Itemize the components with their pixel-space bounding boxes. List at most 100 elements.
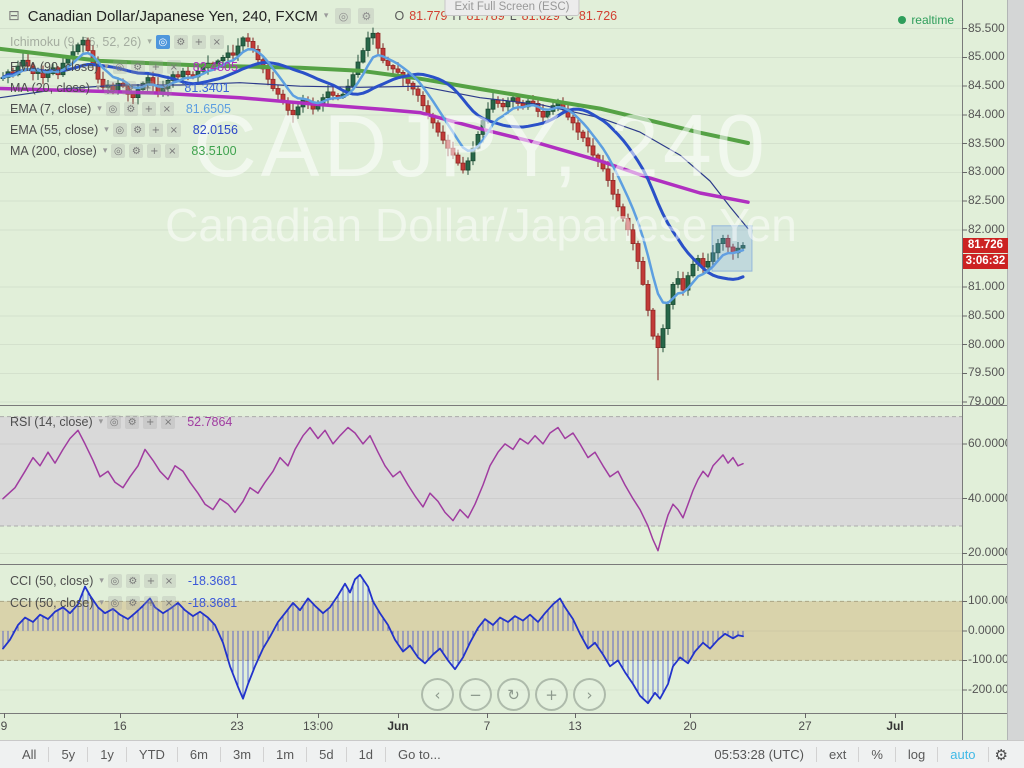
- close-icon[interactable]: ×: [161, 574, 176, 588]
- eye-icon[interactable]: ◎: [335, 8, 352, 24]
- time-axis-label: Jun: [387, 719, 409, 733]
- eye-icon[interactable]: ◎: [111, 144, 126, 158]
- plus-icon[interactable]: +: [143, 415, 158, 429]
- gear-icon[interactable]: ⚙: [129, 144, 144, 158]
- chevron-down-icon[interactable]: ▾: [99, 576, 104, 586]
- plus-icon[interactable]: +: [143, 574, 158, 588]
- realtime-badge: realtime: [898, 13, 954, 27]
- legend-row-cci-1: CCI (50, close) ▾ ◎ ⚙ + × -18.3681: [10, 573, 237, 589]
- divider: [219, 747, 221, 762]
- divider: [937, 747, 939, 762]
- range-1m-button[interactable]: 1m: [276, 747, 295, 762]
- divider: [48, 747, 50, 762]
- eye-icon[interactable]: ◎: [107, 574, 122, 588]
- clock-label[interactable]: 05:53:28 (UTC): [714, 747, 804, 762]
- eye-icon[interactable]: ◎: [112, 123, 127, 137]
- zoom-in-button[interactable]: +: [535, 678, 568, 711]
- plus-icon[interactable]: +: [143, 596, 158, 610]
- plus-icon[interactable]: +: [147, 144, 162, 158]
- range-5d-button[interactable]: 5d: [319, 747, 334, 762]
- collapse-panel-icon[interactable]: ⊟: [8, 8, 20, 24]
- goto-button[interactable]: Go to...: [398, 747, 441, 762]
- low-key: L: [509, 9, 517, 23]
- scroll-left-button[interactable]: ‹: [421, 678, 454, 711]
- gear-icon[interactable]: ⚙: [125, 596, 140, 610]
- time-axis-label: 13:00: [302, 719, 334, 733]
- indicator-label[interactable]: EMA (90, close): [10, 60, 99, 74]
- plus-icon[interactable]: +: [148, 123, 163, 137]
- close-icon[interactable]: ×: [166, 60, 181, 74]
- divider: [125, 747, 127, 762]
- chevron-down-icon[interactable]: ▾: [323, 11, 329, 21]
- plus-icon[interactable]: +: [148, 60, 163, 74]
- close-icon[interactable]: ×: [166, 123, 181, 137]
- range-1y-button[interactable]: 1y: [100, 747, 114, 762]
- indicator-label[interactable]: RSI (14, close): [10, 415, 93, 429]
- chevron-down-icon[interactable]: ▾: [98, 417, 104, 427]
- log-scale-toggle[interactable]: log: [907, 747, 926, 762]
- chevron-down-icon[interactable]: ▾: [97, 104, 102, 114]
- plus-icon[interactable]: +: [191, 35, 206, 49]
- chevron-down-icon[interactable]: ▾: [95, 83, 101, 93]
- close-icon[interactable]: ×: [209, 35, 224, 49]
- settings-gear-icon[interactable]: ⚙: [994, 745, 1008, 764]
- legend-row-ema90: EMA (90, close) ▾ ◎ ⚙ + × 82.4805: [10, 59, 238, 75]
- chevron-down-icon[interactable]: ▾: [104, 62, 109, 72]
- chart-title[interactable]: Canadian Dollar/Japanese Yen, 240, FXCM: [27, 7, 318, 25]
- zoom-out-button[interactable]: −: [459, 678, 492, 711]
- eye-icon[interactable]: ◎: [104, 81, 119, 95]
- plus-icon[interactable]: +: [141, 102, 156, 116]
- realtime-label: realtime: [911, 13, 954, 27]
- auto-scale-toggle[interactable]: auto: [950, 747, 976, 762]
- range-5y-button[interactable]: 5y: [61, 747, 76, 762]
- indicator-label[interactable]: MA (200, close): [10, 144, 97, 158]
- range-all-button[interactable]: All: [22, 747, 37, 762]
- close-icon[interactable]: ×: [161, 415, 176, 429]
- chevron-down-icon[interactable]: ▾: [99, 598, 104, 608]
- indicator-label[interactable]: CCI (50, close): [10, 596, 94, 610]
- scroll-right-button[interactable]: ›: [573, 678, 606, 711]
- chart-canvas[interactable]: [0, 0, 1024, 740]
- gear-icon[interactable]: ⚙: [125, 574, 140, 588]
- eye-icon[interactable]: ◎: [107, 596, 122, 610]
- range-1d-button[interactable]: 1d: [358, 747, 374, 762]
- close-icon[interactable]: ×: [158, 81, 173, 95]
- gear-icon[interactable]: ⚙: [173, 35, 188, 49]
- gear-icon[interactable]: ⚙: [125, 415, 140, 429]
- close-icon[interactable]: ×: [159, 102, 174, 116]
- cci-axis-label: 0.0000: [968, 622, 1005, 637]
- eye-icon[interactable]: ◎: [112, 60, 127, 74]
- extended-hours-toggle[interactable]: ext: [828, 747, 847, 762]
- gear-icon[interactable]: ⚙: [123, 102, 138, 116]
- gear-icon[interactable]: ⚙: [122, 81, 137, 95]
- plus-icon[interactable]: +: [140, 81, 155, 95]
- indicator-value: 82.0156: [192, 123, 238, 137]
- indicator-label[interactable]: Ichimoku (9, 26, 52, 26): [10, 35, 142, 49]
- percent-scale-toggle[interactable]: %: [871, 747, 883, 762]
- indicator-label[interactable]: EMA (55, close): [10, 123, 99, 137]
- gear-icon[interactable]: ⚙: [130, 60, 145, 74]
- eye-icon[interactable]: ◎: [155, 35, 170, 49]
- eye-icon[interactable]: ◎: [107, 415, 122, 429]
- range-ytd-button[interactable]: YTD: [138, 747, 165, 762]
- chevron-down-icon[interactable]: ▾: [104, 125, 109, 135]
- legend-row-cci-2: CCI (50, close) ▾ ◎ ⚙ + × -18.3681: [10, 595, 237, 611]
- reset-view-button[interactable]: ↻: [497, 678, 530, 711]
- gear-icon[interactable]: ⚙: [358, 8, 375, 24]
- indicator-value: 81.3401: [184, 81, 230, 95]
- cci-axis-label: 100.0000: [968, 593, 1019, 608]
- divider: [858, 747, 860, 762]
- eye-icon[interactable]: ◎: [105, 102, 120, 116]
- range-3m-button[interactable]: 3m: [232, 747, 252, 762]
- indicator-label[interactable]: MA (20, close): [10, 81, 90, 95]
- indicator-label[interactable]: EMA (7, close): [10, 102, 92, 116]
- range-6m-button[interactable]: 6m: [189, 747, 208, 762]
- close-icon[interactable]: ×: [161, 596, 176, 610]
- gear-icon[interactable]: ⚙: [130, 123, 145, 137]
- price-axis-label: 85.500: [968, 20, 1005, 35]
- close-icon[interactable]: ×: [165, 144, 180, 158]
- time-axis-label: 23: [230, 719, 244, 733]
- chevron-down-icon[interactable]: ▾: [102, 146, 108, 156]
- indicator-label[interactable]: CCI (50, close): [10, 574, 94, 588]
- chevron-down-icon[interactable]: ▾: [147, 37, 152, 47]
